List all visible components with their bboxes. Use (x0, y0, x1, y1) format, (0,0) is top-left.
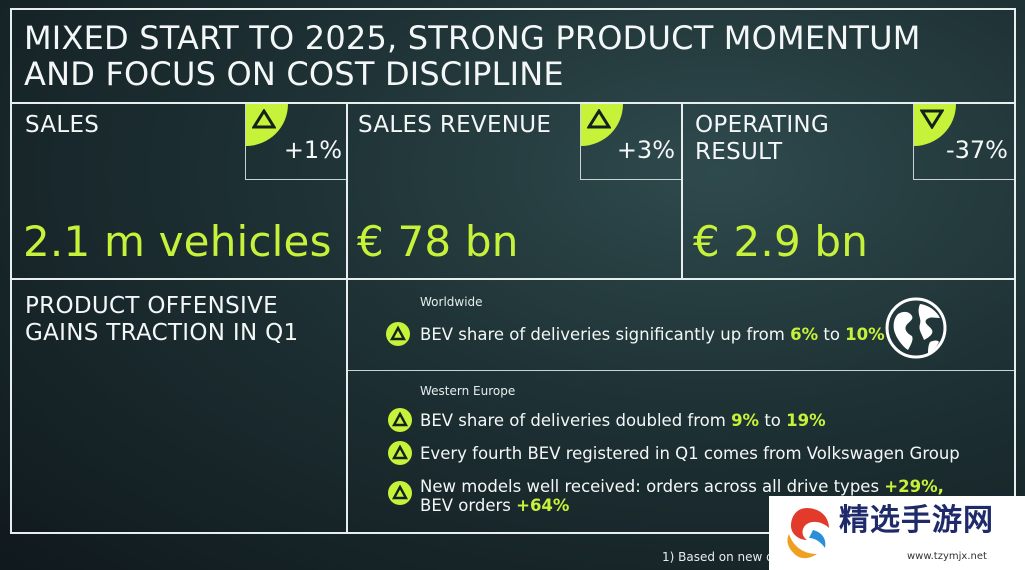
kpi-operating-badge: -37% (913, 104, 1014, 180)
region-western-europe-label: Western Europe (420, 384, 516, 398)
kpi-sales-badge: +1% (245, 104, 346, 180)
we-new-models: New models well received: orders across … (420, 477, 944, 515)
title-frame (10, 8, 1016, 104)
watermark-badge: 精选手游网 www.tzymjx.net (769, 496, 1025, 570)
kpi-revenue-badge: +3% (580, 104, 681, 180)
title-line-2: AND FOCUS ON COST DISCIPLINE (24, 55, 564, 93)
kpi-revenue-value: € 78 bn (357, 217, 519, 266)
kpi-column-divider-1 (346, 102, 348, 534)
watermark-logo-icon (779, 504, 835, 566)
bullet-up-icon (388, 441, 412, 465)
kpi-revenue-change: +3% (616, 136, 675, 164)
kpi-sales-label: SALES (25, 112, 100, 138)
kpi-column-divider-2 (681, 102, 683, 278)
kpi-operating-change: -37% (945, 136, 1008, 164)
bullet-up-icon (388, 481, 412, 505)
we-bev-share: BEV share of deliveries doubled from 9% … (420, 411, 826, 430)
watermark-url: www.tzymjx.net (907, 551, 987, 562)
kpi-revenue-label: SALES REVENUE (358, 112, 552, 138)
bullet-up-icon (388, 408, 412, 432)
region-worldwide-label: Worldwide (420, 295, 483, 309)
watermark-name: 精选手游网 (839, 503, 994, 538)
we-fourth-bev: Every fourth BEV registered in Q1 comes … (420, 444, 960, 463)
kpi-sales-value: 2.1 m vehicles (23, 217, 332, 266)
product-heading: PRODUCT OFFENSIVE GAINS TRACTION IN Q1 (25, 293, 299, 346)
bullet-up-icon (386, 322, 410, 346)
region-divider (348, 370, 1014, 371)
kpi-grid-frame (10, 102, 1016, 534)
globe-icon (884, 296, 948, 364)
kpi-divider (10, 278, 1016, 280)
title-line-1: MIXED START TO 2025, STRONG PRODUCT MOME… (24, 19, 921, 57)
kpi-sales-change: +1% (283, 136, 342, 164)
trend-up-icon (246, 104, 288, 146)
kpi-operating-label: OPERATING RESULT (695, 112, 830, 165)
trend-down-icon (914, 104, 956, 146)
footnote: 1) Based on new d (662, 550, 774, 564)
page-title: MIXED START TO 2025, STRONG PRODUCT MOME… (24, 20, 1014, 92)
worldwide-bev-share: BEV share of deliveries significantly up… (420, 325, 885, 344)
kpi-operating-value: € 2.9 bn (693, 217, 869, 266)
